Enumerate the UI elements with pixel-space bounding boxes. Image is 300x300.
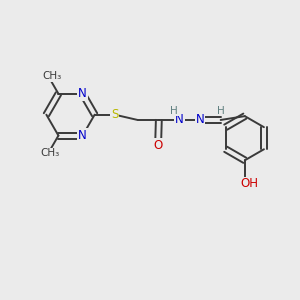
Text: S: S	[111, 108, 118, 121]
Text: N: N	[78, 129, 87, 142]
Text: O: O	[154, 139, 163, 152]
Text: CH₃: CH₃	[42, 71, 62, 81]
Text: N: N	[78, 87, 87, 100]
Text: N: N	[196, 113, 204, 127]
Text: H: H	[170, 106, 178, 116]
Text: N: N	[175, 113, 184, 127]
Text: H: H	[218, 106, 225, 116]
Text: CH₃: CH₃	[41, 148, 60, 158]
Text: OH: OH	[240, 177, 258, 190]
